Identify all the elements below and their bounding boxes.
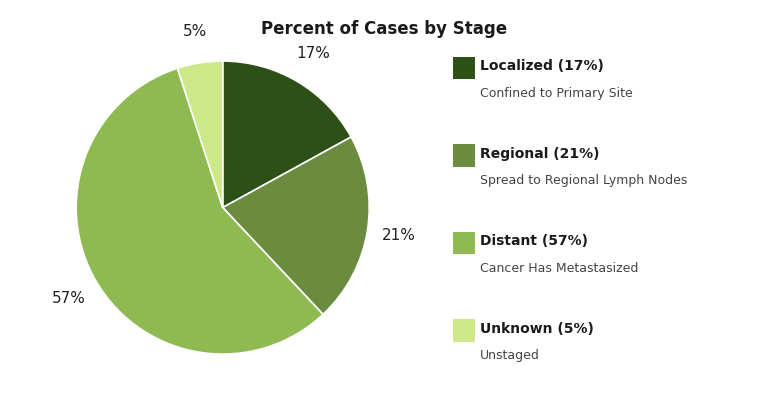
Text: Spread to Regional Lymph Nodes: Spread to Regional Lymph Nodes: [480, 174, 687, 187]
Wedge shape: [223, 137, 369, 314]
Text: 17%: 17%: [296, 46, 331, 61]
Text: Cancer Has Metastasized: Cancer Has Metastasized: [480, 262, 638, 275]
Wedge shape: [76, 68, 323, 354]
Text: Percent of Cases by Stage: Percent of Cases by Stage: [261, 20, 507, 38]
Text: 21%: 21%: [382, 228, 416, 243]
Text: Localized (17%): Localized (17%): [480, 59, 604, 73]
Text: Distant (57%): Distant (57%): [480, 234, 588, 248]
Wedge shape: [177, 61, 223, 208]
Text: 57%: 57%: [52, 291, 86, 306]
Text: Confined to Primary Site: Confined to Primary Site: [480, 87, 633, 100]
Text: Unknown (5%): Unknown (5%): [480, 322, 594, 335]
Text: 5%: 5%: [183, 24, 207, 39]
Text: Regional (21%): Regional (21%): [480, 147, 600, 160]
Wedge shape: [223, 61, 351, 208]
Text: Unstaged: Unstaged: [480, 349, 540, 362]
